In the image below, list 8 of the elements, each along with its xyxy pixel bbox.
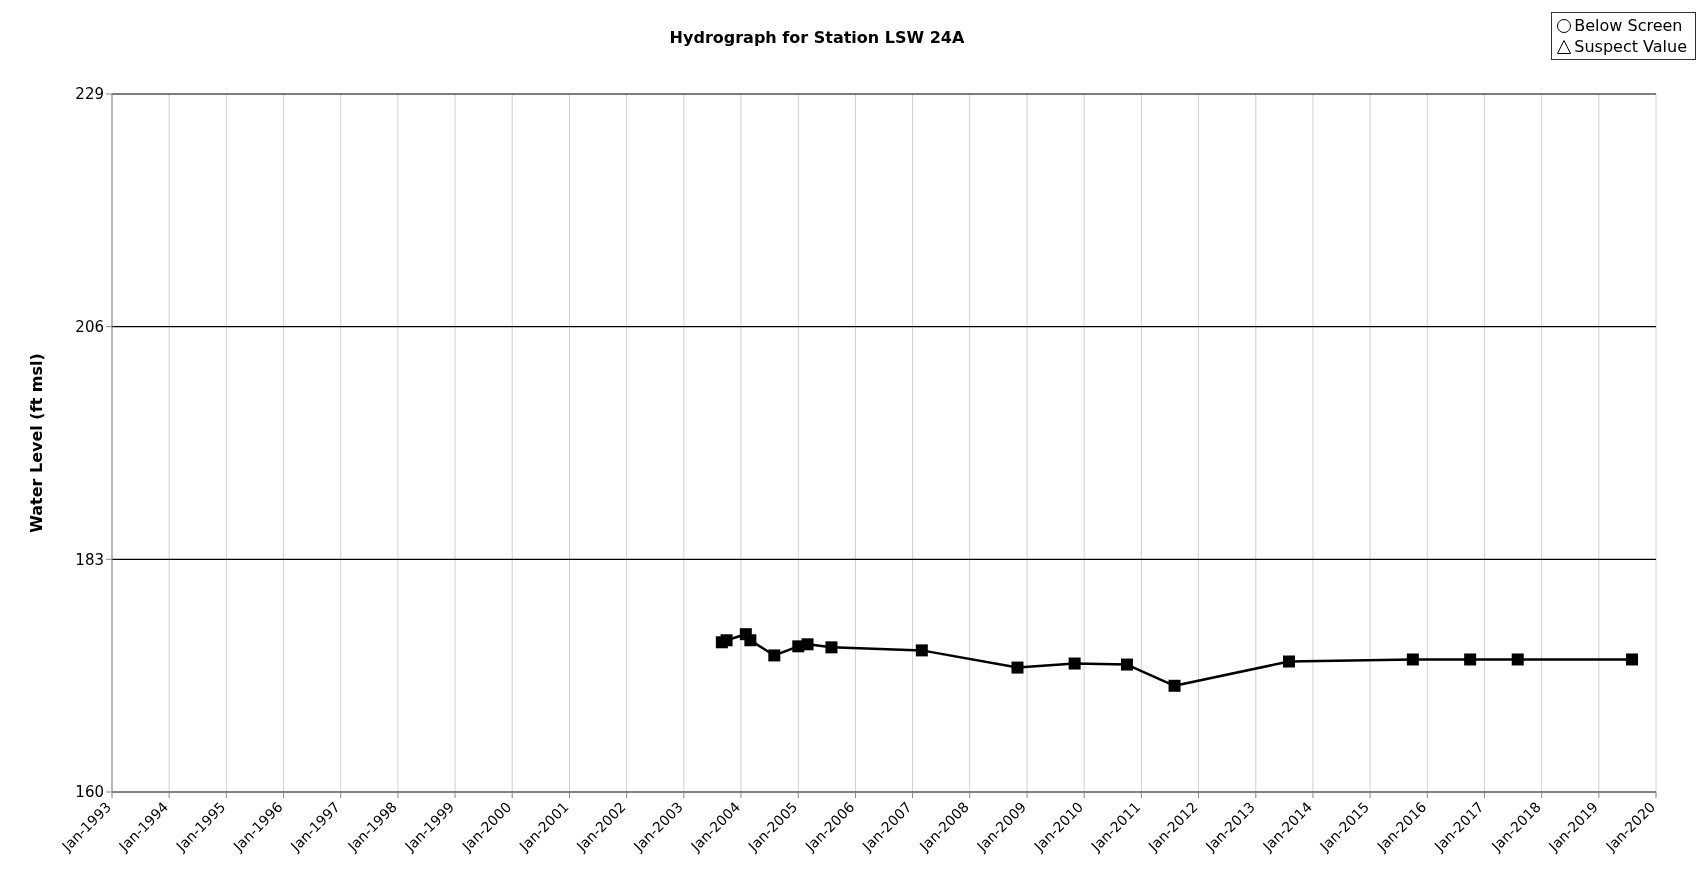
y-tick-label: 229 — [75, 85, 104, 104]
y-tick-label: 206 — [75, 317, 104, 336]
y-tick-label: 183 — [75, 550, 104, 569]
y-axis-title: Water Level (ft msl) — [26, 353, 46, 533]
chart-title: Hydrograph for Station LSW 24A — [669, 28, 965, 47]
legend-label: Below Screen — [1574, 15, 1683, 36]
legend-label: Suspect Value — [1574, 36, 1687, 57]
y-tick-label: 160 — [75, 783, 104, 802]
